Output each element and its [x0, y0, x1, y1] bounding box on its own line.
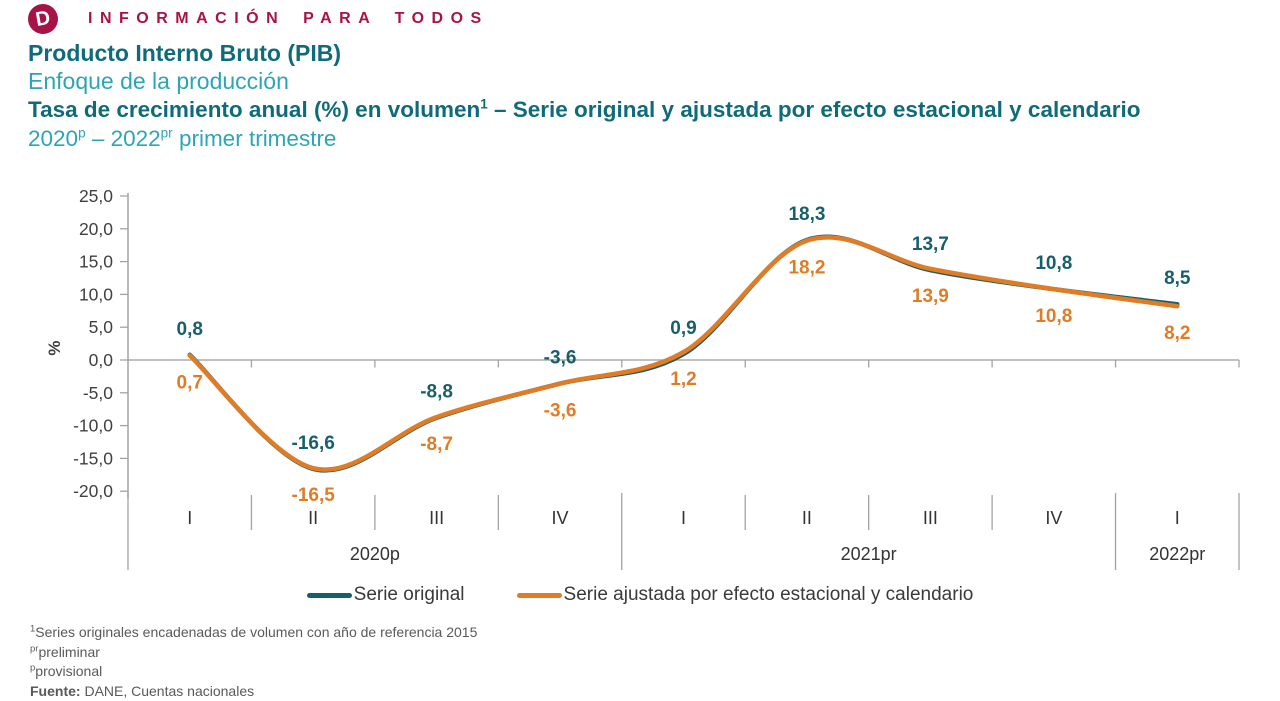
svg-text:%: % [45, 340, 64, 355]
period-subtitle: 2020p – 2022pr primer trimestre [28, 126, 336, 152]
svg-text:III: III [923, 508, 938, 528]
svg-text:IV: IV [1045, 508, 1062, 528]
footnotes: 1Series originales encadenadas de volume… [30, 623, 477, 701]
dane-logo-icon: D [26, 2, 61, 37]
svg-text:18,3: 18,3 [788, 204, 825, 225]
serie-original-swatch-icon [307, 593, 352, 598]
svg-text:I: I [681, 508, 686, 528]
svg-text:2021pr: 2021pr [841, 544, 897, 564]
line-chart: 25,0 20,0 15,0 10,0 5,0 0,0 -5,0 -10,0 -15,0 -20,… [0, 180, 1280, 572]
svg-text:-5,0: -5,0 [83, 383, 113, 403]
svg-text:13,7: 13,7 [912, 234, 949, 255]
svg-text:II: II [308, 508, 318, 528]
svg-text:-3,6: -3,6 [544, 401, 577, 422]
chart-title-text-2: – Serie original y ajustada por efecto e… [488, 97, 1141, 122]
svg-text:10,8: 10,8 [1035, 253, 1072, 274]
svg-text:2020p: 2020p [350, 544, 400, 564]
legend-label: Serie ajustada por efecto estacional y c… [564, 584, 974, 606]
svg-text:0,8: 0,8 [177, 319, 203, 340]
svg-text:-16,6: -16,6 [292, 433, 335, 454]
chart-title-text: Tasa de crecimiento anual (%) en volumen [28, 97, 480, 122]
svg-text:III: III [429, 508, 444, 528]
brand-tagline: INFORMACIÓN PARA TODOS [88, 10, 489, 28]
svg-text:10,8: 10,8 [1035, 306, 1072, 327]
svg-text:IV: IV [552, 508, 569, 528]
legend-label: Serie original [354, 584, 465, 606]
footnote-source: Fuente: DANE, Cuentas nacionales [30, 682, 477, 701]
svg-text:-3,6: -3,6 [544, 348, 577, 369]
svg-text:5,0: 5,0 [89, 317, 114, 337]
svg-text:-8,8: -8,8 [420, 382, 453, 403]
svg-text:8,2: 8,2 [1164, 323, 1190, 344]
brand-header: D INFORMACIÓN PARA TODOS [28, 4, 489, 34]
legend-item-serie-ajustada: Serie ajustada por efecto estacional y c… [517, 584, 974, 606]
svg-text:0,7: 0,7 [177, 372, 203, 393]
svg-text:18,2: 18,2 [788, 258, 825, 279]
svg-text:II: II [802, 508, 812, 528]
svg-text:-20,0: -20,0 [73, 481, 113, 501]
chart-title: Tasa de crecimiento anual (%) en volumen… [28, 97, 1140, 123]
svg-text:13,9: 13,9 [912, 286, 949, 307]
svg-text:I: I [1175, 508, 1180, 528]
legend-item-serie-original: Serie original [307, 584, 465, 606]
footnote-line: 1Series originales encadenadas de volume… [30, 623, 477, 643]
svg-text:2022pr: 2022pr [1149, 544, 1205, 564]
svg-text:8,5: 8,5 [1164, 268, 1191, 289]
svg-text:-10,0: -10,0 [73, 416, 113, 436]
svg-text:0,9: 0,9 [670, 318, 696, 339]
footnote-ref-sup: 1 [480, 97, 488, 112]
footnote-line: prpreliminar [30, 643, 477, 663]
svg-text:15,0: 15,0 [79, 252, 113, 272]
svg-text:-8,7: -8,7 [420, 434, 453, 455]
serie-ajustada-swatch-icon [517, 593, 562, 598]
page-title: Producto Interno Bruto (PIB) [28, 40, 341, 67]
chart-legend: Serie original Serie ajustada por efecto… [0, 584, 1280, 606]
svg-text:-15,0: -15,0 [73, 448, 113, 468]
svg-text:I: I [187, 508, 192, 528]
svg-text:10,0: 10,0 [79, 284, 113, 304]
svg-text:20,0: 20,0 [79, 219, 113, 239]
svg-text:25,0: 25,0 [79, 186, 113, 206]
svg-text:-16,5: -16,5 [292, 485, 336, 506]
svg-text:0,0: 0,0 [89, 350, 114, 370]
page-subtitle: Enfoque de la producción [28, 68, 289, 95]
footnote-line: pprovisional [30, 662, 477, 682]
svg-text:1,2: 1,2 [670, 369, 696, 390]
